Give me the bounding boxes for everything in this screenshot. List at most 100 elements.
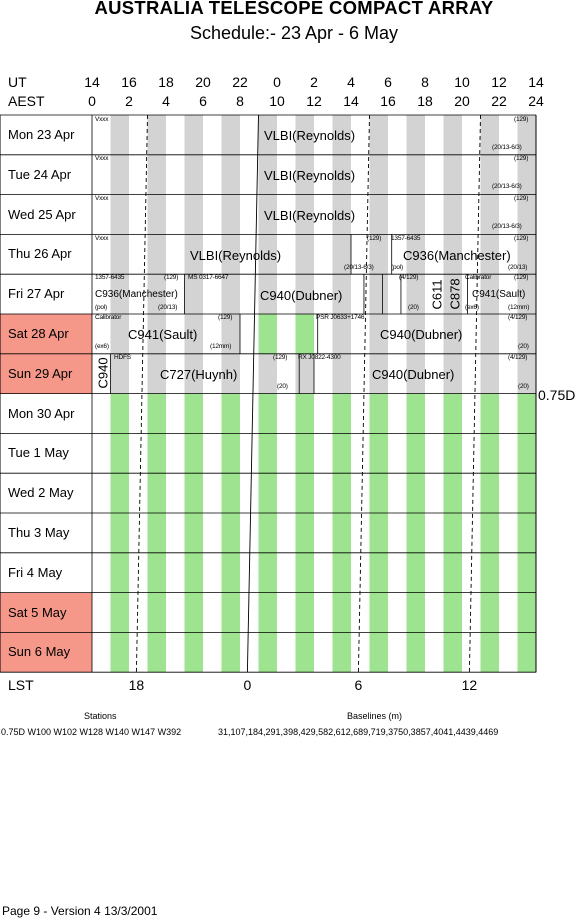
block-mode: (pol): [391, 264, 404, 271]
aest-label: AEST: [8, 93, 45, 109]
time-stripe: [369, 473, 388, 513]
block-array: (4/129): [508, 354, 528, 361]
block-project: C940(Dubner): [372, 367, 455, 382]
time-stripe: [406, 433, 425, 474]
time-stripe: [295, 115, 314, 155]
block-array: (129): [514, 235, 529, 242]
time-stripe: [184, 274, 203, 314]
block-project: C941(Sault): [128, 327, 198, 342]
time-stripe: [517, 353, 536, 394]
time-stripe: [184, 194, 203, 235]
time-stripe: [110, 353, 129, 394]
time-stripe: [480, 393, 499, 434]
time-stripe: [147, 473, 166, 513]
time-stripe: [258, 552, 277, 593]
time-stripe: [480, 234, 499, 275]
time-tick: 22: [232, 74, 248, 90]
block-mode: (ex6): [465, 304, 479, 311]
day-label: Sat 28 Apr: [8, 326, 69, 341]
time-stripe: [369, 592, 388, 633]
time-stripe: [147, 154, 166, 195]
time-stripe: [517, 234, 536, 275]
time-stripe: [221, 632, 240, 673]
time-tick: 6: [384, 74, 392, 90]
time-stripe: [184, 314, 203, 354]
time-stripe: [406, 473, 425, 513]
time-stripe: [480, 592, 499, 633]
block-project: C727(Huynh): [160, 367, 238, 382]
day-label: Thu 3 May: [8, 525, 70, 540]
time-stripe: [369, 433, 388, 474]
time-tick: 10: [269, 93, 285, 109]
time-stripe: [147, 513, 166, 553]
stations-list: 0.75D W100 W102 W128 W140 W147 W392: [1, 727, 182, 737]
time-stripe: [295, 513, 314, 553]
block-band: (20/13-6/3): [492, 183, 522, 190]
day-label: Fri 4 May: [8, 564, 63, 580]
time-stripe: [295, 234, 314, 275]
time-stripe: [517, 473, 536, 513]
time-stripe: [517, 433, 536, 474]
time-stripe: [147, 592, 166, 633]
time-stripe: [369, 314, 388, 354]
time-stripe: [110, 632, 129, 673]
time-tick: 14: [343, 93, 359, 109]
day-label: Sun 29 Apr: [8, 365, 73, 381]
time-stripe: [184, 433, 203, 474]
time-stripe: [332, 473, 351, 513]
time-stripe: [221, 592, 240, 633]
block-source: Vxxx: [95, 116, 109, 123]
time-tick: 20: [195, 74, 211, 90]
time-stripe: [258, 632, 277, 673]
time-stripe: [443, 513, 462, 553]
time-stripe: [147, 632, 166, 673]
schedule-grid: [0, 114, 537, 673]
time-stripe: [443, 433, 462, 474]
time-stripe: [480, 473, 499, 513]
time-stripe: [295, 353, 314, 394]
time-stripe: [517, 115, 536, 155]
time-stripe: [221, 353, 240, 394]
day-label: Sat 5 May: [8, 604, 67, 620]
time-stripe: [517, 552, 536, 593]
time-stripe: [147, 115, 166, 155]
time-stripe: [221, 115, 240, 155]
time-tick: 8: [421, 74, 429, 90]
day-label: Tue 24 Apr: [8, 166, 72, 182]
day-label: Fri 27 Apr: [8, 286, 65, 302]
block-project: C941(Sault): [472, 289, 526, 300]
block-source: 1357-6435: [391, 235, 421, 242]
time-tick: 2: [125, 93, 133, 109]
time-stripe: [147, 314, 166, 354]
block-project-vertical: C940: [95, 357, 111, 389]
time-stripe: [369, 393, 388, 434]
block-source: Calibrator: [95, 314, 122, 321]
block-source: RX J0822-4300: [298, 354, 341, 361]
time-stripe: [184, 592, 203, 633]
time-stripe: [480, 154, 499, 195]
time-stripe: [332, 274, 351, 314]
time-stripe: [184, 473, 203, 513]
time-tick: 14: [528, 74, 544, 90]
time-stripe: [221, 433, 240, 474]
time-stripe: [110, 115, 129, 155]
time-stripe: [221, 154, 240, 195]
time-stripe: [332, 592, 351, 633]
block-source: MS 0317-6647: [188, 274, 229, 281]
time-tick: 4: [162, 93, 170, 109]
day-label: Tue 1 May: [8, 445, 69, 461]
block-array: (4/129): [399, 274, 419, 281]
time-stripe: [517, 194, 536, 235]
time-stripe: [406, 513, 425, 553]
time-stripe: [332, 552, 351, 593]
time-stripe: [295, 314, 314, 354]
time-stripe: [221, 513, 240, 553]
time-stripe: [480, 314, 499, 354]
time-tick: 2: [310, 74, 318, 90]
time-stripe: [443, 194, 462, 235]
time-stripe: [147, 194, 166, 235]
time-stripe: [443, 393, 462, 434]
time-stripe: [369, 513, 388, 553]
block-band: (20): [277, 383, 288, 390]
day-label: Mon 30 Apr: [8, 405, 75, 421]
